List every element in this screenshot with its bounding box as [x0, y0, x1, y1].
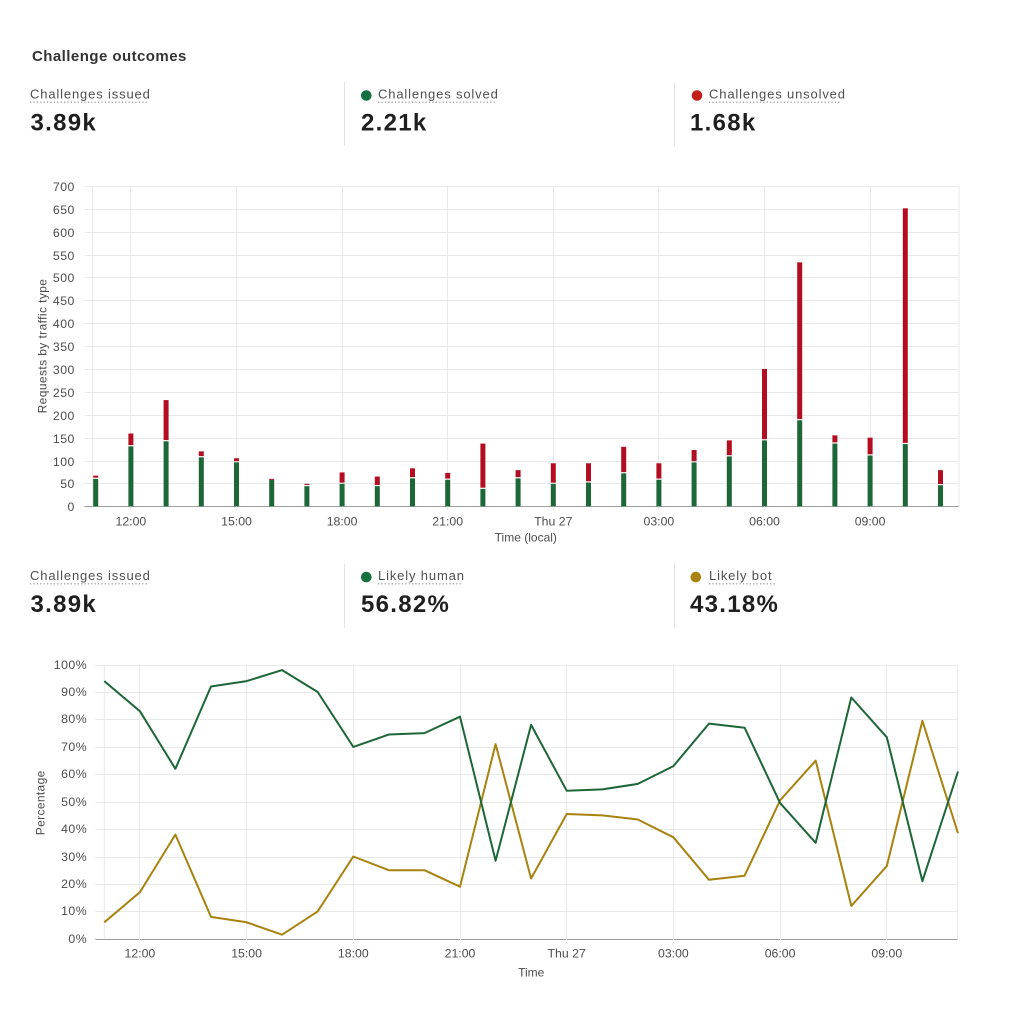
svg-text:Challenges issued: Challenges issued — [30, 568, 151, 583]
svg-text:Percentage: Percentage — [34, 770, 48, 835]
svg-text:21:00: 21:00 — [432, 515, 463, 529]
svg-text:15:00: 15:00 — [231, 947, 262, 961]
svg-text:56.82%: 56.82% — [361, 591, 450, 618]
svg-text:03:00: 03:00 — [644, 515, 675, 529]
svg-text:09:00: 09:00 — [855, 515, 886, 529]
svg-text:400: 400 — [53, 317, 75, 331]
svg-text:12:00: 12:00 — [125, 947, 156, 961]
svg-text:500: 500 — [53, 271, 75, 285]
svg-text:550: 550 — [53, 249, 75, 263]
svg-text:Challenges unsolved: Challenges unsolved — [709, 87, 846, 102]
svg-text:100: 100 — [53, 455, 75, 469]
svg-text:15:00: 15:00 — [221, 515, 252, 529]
svg-text:Challenge outcomes: Challenge outcomes — [32, 48, 187, 65]
svg-text:650: 650 — [53, 203, 75, 217]
svg-text:21:00: 21:00 — [445, 947, 476, 961]
svg-text:Challenges issued: Challenges issued — [30, 87, 151, 102]
svg-text:80%: 80% — [61, 712, 87, 726]
svg-text:03:00: 03:00 — [658, 947, 689, 961]
svg-text:10%: 10% — [61, 904, 87, 918]
svg-text:18:00: 18:00 — [327, 515, 358, 529]
svg-text:09:00: 09:00 — [871, 947, 902, 961]
svg-text:Thu 27: Thu 27 — [534, 515, 572, 529]
svg-text:Time: Time — [518, 966, 545, 980]
svg-text:200: 200 — [53, 409, 75, 423]
svg-text:20%: 20% — [61, 877, 87, 891]
svg-text:06:00: 06:00 — [765, 947, 796, 961]
svg-text:100%: 100% — [54, 658, 87, 672]
svg-text:70%: 70% — [61, 740, 87, 754]
svg-text:06:00: 06:00 — [749, 515, 780, 529]
svg-text:350: 350 — [53, 340, 75, 354]
svg-text:600: 600 — [53, 226, 75, 240]
svg-text:18:00: 18:00 — [338, 947, 369, 961]
svg-text:2.21k: 2.21k — [361, 110, 428, 137]
svg-text:0%: 0% — [68, 932, 87, 946]
svg-text:3.89k: 3.89k — [31, 110, 98, 137]
svg-text:150: 150 — [53, 432, 75, 446]
svg-text:50%: 50% — [61, 795, 87, 809]
svg-text:Thu 27: Thu 27 — [548, 947, 586, 961]
svg-text:43.18%: 43.18% — [690, 591, 779, 618]
svg-text:Likely human: Likely human — [378, 568, 465, 583]
svg-text:30%: 30% — [61, 850, 87, 864]
svg-text:450: 450 — [53, 294, 75, 308]
svg-text:0: 0 — [68, 500, 75, 514]
svg-text:700: 700 — [53, 180, 75, 194]
svg-text:12:00: 12:00 — [116, 515, 147, 529]
svg-text:50: 50 — [60, 477, 75, 491]
svg-text:Likely bot: Likely bot — [709, 568, 772, 583]
svg-text:250: 250 — [53, 386, 75, 400]
svg-text:3.89k: 3.89k — [31, 591, 98, 618]
svg-text:300: 300 — [53, 363, 75, 377]
svg-text:60%: 60% — [61, 767, 87, 781]
svg-text:Requests by traffic type: Requests by traffic type — [36, 279, 50, 414]
svg-text:40%: 40% — [61, 822, 87, 836]
svg-text:Time (local): Time (local) — [495, 531, 557, 545]
svg-text:Challenges solved: Challenges solved — [378, 87, 499, 102]
svg-text:1.68k: 1.68k — [690, 110, 757, 137]
svg-text:90%: 90% — [61, 685, 87, 699]
